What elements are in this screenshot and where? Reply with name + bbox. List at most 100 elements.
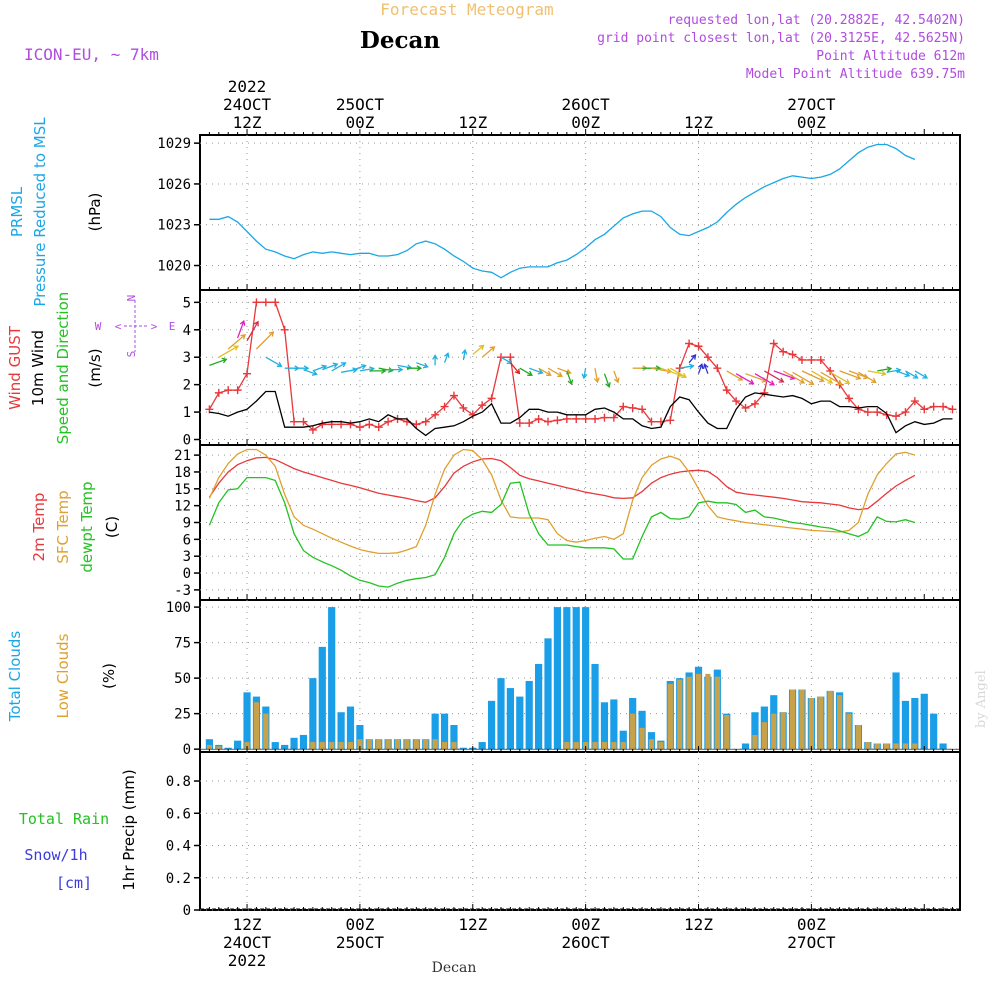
x-tick-label-bottom: 12Z	[458, 915, 487, 934]
y-tick-label: 0	[183, 903, 191, 919]
low-cloud-bar	[771, 713, 777, 750]
low-cloud-bar	[592, 742, 598, 750]
gust-marker	[892, 412, 901, 421]
x-tick-label-top: 00Z	[345, 113, 374, 132]
wind-arrow	[581, 368, 588, 380]
panel-label-clouds: (%)	[100, 663, 118, 689]
wind-arrow	[432, 354, 439, 366]
series-lines	[200, 143, 960, 910]
y-tick-label: 1029	[157, 136, 191, 152]
low-cloud-bar	[347, 742, 354, 750]
gust-marker	[920, 405, 929, 414]
low-cloud-bar	[216, 746, 222, 750]
axis-ticks: 1020102310261029012345-30369121518210255…	[157, 77, 953, 970]
total-cloud-bar	[271, 742, 279, 750]
gust-marker	[233, 386, 242, 395]
wind-arrow	[820, 371, 843, 386]
compass-s: S	[125, 351, 138, 358]
panel-label-pressure: (hPa)	[86, 193, 104, 232]
precip-axis-label: 1hr Precip (mm)	[120, 769, 138, 890]
gust-marker	[374, 423, 383, 432]
low-cloud-bar	[206, 744, 213, 750]
total-cloud-bar	[535, 663, 543, 750]
low-cloud-bar	[677, 679, 683, 750]
low-cloud-bar	[761, 722, 767, 750]
compass-arrow-w: <	[115, 320, 122, 333]
gust-marker	[929, 402, 938, 411]
wind-arrow	[388, 366, 404, 373]
wind-arrow	[792, 371, 815, 386]
low-cloud-bar	[752, 734, 758, 750]
total-cloud-bar	[478, 742, 486, 750]
low-cloud-bar	[789, 689, 796, 750]
low-cloud-bar	[874, 743, 880, 750]
low-cloud-bar	[394, 739, 401, 750]
wind-arrow	[801, 370, 825, 383]
wind-arrow	[697, 363, 704, 374]
x-tick-label-bottom: 27OCT	[787, 933, 836, 952]
low-cloud-bar	[837, 695, 843, 750]
wind-arrow	[782, 370, 806, 384]
gust-marker	[619, 402, 628, 411]
total-cloud-bar	[450, 725, 458, 750]
grid-layer	[200, 135, 960, 911]
total-cloud-bar	[582, 607, 590, 750]
gust-marker	[939, 402, 948, 411]
total-cloud-bar	[281, 744, 289, 750]
y-tick-label: 4	[183, 323, 191, 339]
y-tick-label: 5	[183, 295, 191, 311]
x-tick-label-top: 2022	[228, 77, 267, 96]
gust-marker	[299, 417, 308, 426]
gust-marker	[581, 414, 590, 423]
gust-marker	[224, 386, 233, 395]
gust-marker	[713, 364, 722, 373]
low-cloud-bar	[423, 739, 429, 750]
gust-marker	[769, 339, 778, 348]
x-tick-label-top: 00Z	[571, 113, 600, 132]
low-cloud-bar	[413, 739, 419, 750]
total-cloud-bar	[290, 737, 298, 750]
gust-marker	[901, 408, 910, 417]
low-cloud-bar	[724, 715, 730, 750]
x-tick-label-top: 12Z	[684, 113, 713, 132]
panel-label-precip: [cm]	[56, 874, 92, 892]
gust-marker	[290, 417, 299, 426]
y-tick-label: 1026	[157, 177, 191, 193]
panel-labels: PRMSL Pressure Reduced to MSL (hPa) Wind GU…	[6, 117, 175, 892]
gust-marker	[666, 416, 675, 425]
gust-marker	[750, 399, 759, 408]
low-cloud-bar	[338, 742, 344, 750]
gust-marker	[449, 391, 458, 400]
low-cloud-bar	[432, 739, 438, 750]
y-tick-label: 3	[183, 350, 191, 366]
low-cloud-bar	[695, 673, 702, 750]
y-tick-label: 75	[174, 636, 191, 652]
total-cloud-bar	[497, 678, 505, 750]
gust-marker	[506, 353, 515, 362]
low-cloud-bar	[244, 742, 250, 750]
low-cloud-bar	[611, 742, 617, 750]
wind-arrow	[331, 362, 347, 372]
gust-marker	[365, 420, 374, 429]
low-cloud-bar	[884, 743, 890, 750]
total-cloud-bar	[440, 713, 449, 750]
wind-arrow	[519, 367, 533, 376]
compass-e: E	[169, 320, 176, 333]
total-cloud-bar	[356, 725, 364, 750]
panel-label-precip: Snow/1h	[24, 846, 87, 864]
model-label: ICON-EU, ~ 7km	[24, 45, 159, 64]
x-tick-label-bottom: 00Z	[345, 915, 374, 934]
wind-arrow	[735, 373, 755, 385]
wind-arrow	[679, 363, 695, 370]
y-tick-label: 18	[174, 465, 191, 481]
gust-marker	[910, 397, 919, 406]
y-tick-label: 2	[183, 378, 191, 394]
low-cloud-bar	[705, 673, 711, 750]
wind-arrow	[593, 368, 600, 384]
x-tick-label-top: 24OCT	[223, 95, 272, 114]
low-cloud-bar	[912, 743, 918, 750]
y-tick-label: 0	[183, 566, 191, 582]
total-cloud-bar	[299, 734, 308, 750]
wind-arrow	[905, 370, 919, 379]
gust-marker	[384, 417, 393, 426]
